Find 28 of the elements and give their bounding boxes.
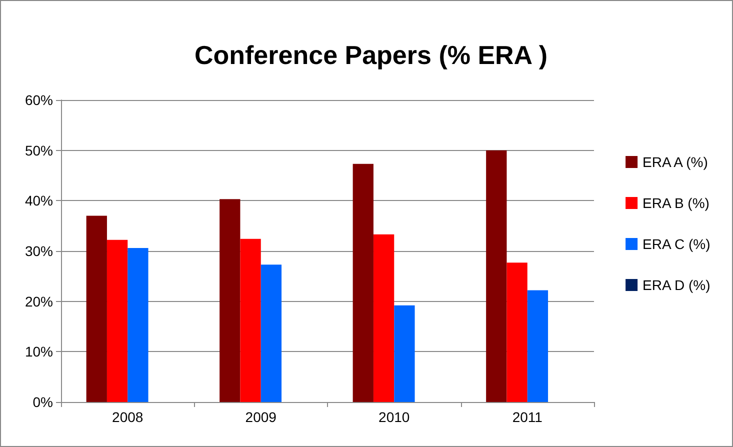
y-tick-label: 10% <box>24 344 53 360</box>
legend-label: ERA C (%) <box>642 236 710 252</box>
bar <box>486 150 507 402</box>
bar <box>106 240 128 402</box>
x-tick-label: 2011 <box>512 409 543 425</box>
y-tick-label: 30% <box>24 243 53 259</box>
legend-label: ERA A (%) <box>642 154 708 170</box>
y-tick-label: 0% <box>32 394 53 410</box>
x-tick-label: 2009 <box>245 409 277 425</box>
bar <box>352 164 374 402</box>
x-tick-label: 2010 <box>378 409 410 425</box>
chart-title: Conference Papers (% ERA ) <box>194 40 548 70</box>
bar <box>220 199 240 402</box>
y-tick-label: 40% <box>24 192 53 209</box>
y-tick-label: 60% <box>24 92 53 108</box>
bar <box>240 238 261 402</box>
y-tick-label: 50% <box>24 142 53 158</box>
x-tick-label: 2008 <box>112 409 144 425</box>
bar <box>128 248 148 402</box>
bar <box>260 264 282 402</box>
bar <box>373 234 394 402</box>
legend-label: ERA D (%) <box>642 277 710 293</box>
bar <box>86 216 107 402</box>
bar <box>527 290 548 402</box>
legend-label: ERA B (%) <box>642 195 710 211</box>
bar <box>506 262 528 402</box>
bar <box>394 305 415 402</box>
y-tick-label: 20% <box>24 293 53 310</box>
